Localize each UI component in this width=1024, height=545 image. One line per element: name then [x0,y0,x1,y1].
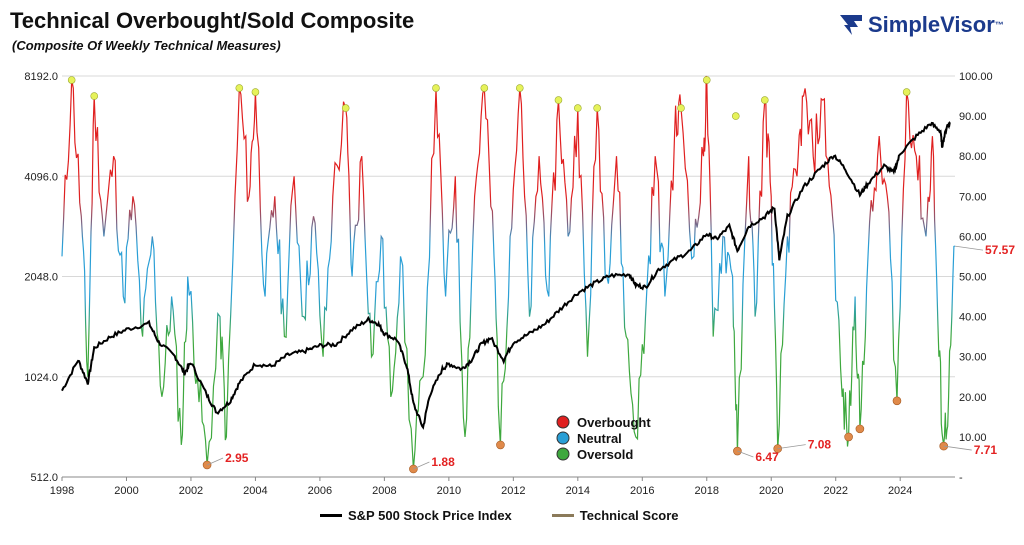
x-tick-label: 2018 [695,485,719,497]
x-tick-label: 2010 [437,485,461,497]
callouts: 2.95 1.88 6.47 7.08 7.71 57.57 [206,243,1015,470]
right-tick-label: - [959,472,963,484]
oversold-marker [844,432,853,442]
brand-trademark: ™ [994,20,1004,30]
oversold-markers [202,396,949,474]
callout-label: 6.47 [755,450,779,464]
callout-label: 7.08 [808,438,832,452]
right-tick-label: 30.00 [959,352,987,364]
overbought-marker [67,76,76,84]
eagle-icon [840,15,862,35]
left-tick-label: 2048.0 [24,272,58,284]
callout-label: 2.95 [225,451,249,465]
overbought-marker [760,96,769,104]
oversold-marker [855,424,865,434]
callout-leader [206,457,224,466]
callout-leader [954,245,984,251]
callout-label: 7.71 [974,443,998,457]
legend-label: Overbought [577,415,651,430]
overbought-marker [251,88,260,96]
legend-label: Oversold [577,447,633,462]
right-tick-label: 20.00 [959,392,987,404]
overbought-marker [432,84,440,92]
legend-dot [556,431,570,445]
overbought-marker [554,96,563,104]
x-tick-label: 2016 [630,485,654,497]
right-tick-label: 50.00 [959,272,987,284]
callout-leader [737,450,754,458]
legend-spx-label: S&P 500 Stock Price Index [348,508,512,523]
right-tick-label: 10.00 [959,432,987,444]
x-tick-label: 2008 [372,485,396,497]
callout-leader [943,445,972,451]
overbought-marker [480,84,489,92]
x-tick-label: 2022 [823,485,847,497]
overbought-marker [677,104,685,112]
callout-leader [777,444,806,450]
legend-spx-swatch [320,514,342,517]
right-tick-label: 90.00 [959,111,987,123]
right-axis: 100.00 90.00 80.00 70.00 60.00 50.00 40.00 30.0… [959,71,993,484]
callout-leader [413,461,430,470]
x-tick-label: 2024 [888,485,912,497]
legend-score: Technical Score [551,508,679,523]
left-tick-label: 512.0 [30,472,58,484]
x-tick-label: 2012 [501,485,525,497]
oversold-marker [496,440,505,450]
oversold-marker [892,396,902,406]
x-tick-label: 1998 [50,485,74,497]
right-tick-label: 80.00 [959,151,987,163]
x-tick-label: 2000 [114,485,138,497]
x-tick-label: 2020 [759,485,783,497]
overbought-marker [574,104,582,112]
brand-name: SimpleVisor [868,12,995,37]
chart-subtitle: (Composite Of Weekly Technical Measures) [12,38,281,53]
overbought-marker [902,88,911,96]
legend-dot [556,447,570,461]
overbought-marker [90,92,99,100]
overbought-marker [515,84,524,92]
callout-label: 1.88 [431,455,455,469]
bottom-legend: S&P 500 Stock Price Index Technical Scor… [320,508,679,523]
legend-score-swatch [551,514,574,517]
overbought-marker [731,112,740,120]
right-tick-label: 70.00 [959,191,987,203]
left-tick-label: 8192.0 [24,71,58,83]
x-tick-label: 2014 [566,485,590,497]
overbought-marker [593,104,601,112]
left-axis: 8192.0 4096.0 2048.0 1024.0 512.0 [24,71,58,484]
right-tick-label: 40.00 [959,312,987,324]
chart-title: Technical Overbought/Sold Composite [10,8,415,33]
x-axis: 1998 2000 2002 2004 2006 2008 2010 2012 2014 2016… [50,476,955,497]
left-tick-label: 4096.0 [24,171,58,183]
brand-logo: SimpleVisor ™ [838,10,1004,40]
right-tick-label: 100.00 [959,71,993,83]
overbought-markers [67,76,911,120]
technical-score-line [61,75,956,470]
right-tick-label: 60.00 [959,231,987,243]
legend-label: Neutral [577,431,622,446]
left-tick-label: 1024.0 [24,372,58,384]
x-tick-label: 2004 [243,485,267,497]
callout-label: 57.57 [985,243,1015,257]
x-tick-label: 2002 [179,485,203,497]
overbought-marker [341,104,350,112]
legend-score-label: Technical Score [579,508,679,523]
legend-spx: S&P 500 Stock Price Index [320,508,512,523]
x-tick-label: 2006 [308,485,332,497]
spx-line [61,121,951,430]
overbought-marker [702,76,711,84]
overbought-marker [235,84,244,92]
legend-dot [556,415,570,429]
